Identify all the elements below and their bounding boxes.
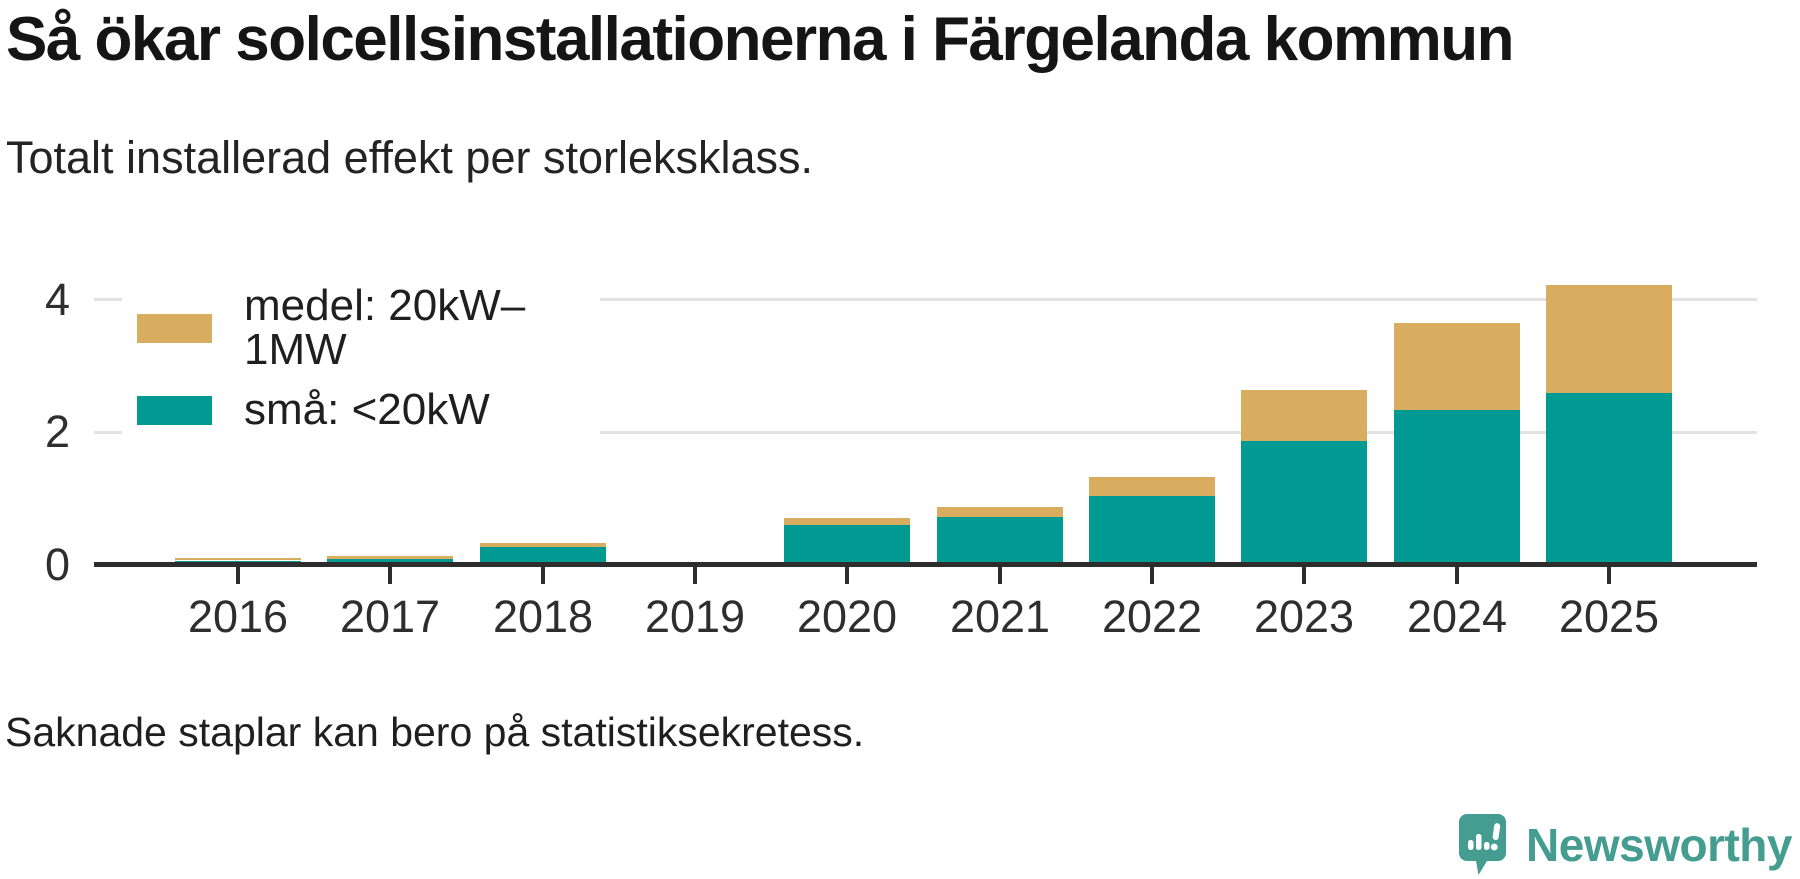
bar-segment-sma-2023	[1241, 441, 1367, 566]
bar-segment-medel-2017	[327, 555, 453, 560]
x-tick-2024	[1455, 567, 1459, 584]
legend-label-medel: medel: 20kW–1MW	[244, 281, 526, 374]
newsworthy-logo-text: Newsworthy	[1526, 818, 1792, 871]
legend-swatch-sma	[137, 395, 212, 425]
bar-segment-medel-2022	[1089, 476, 1215, 497]
bar-segment-sma-2021	[937, 516, 1063, 566]
x-tick-2018	[541, 567, 545, 584]
newsworthy-speech-bubble-bar-chart-icon	[1459, 814, 1507, 875]
bar-segment-medel-2020	[784, 518, 910, 526]
x-tick-label-2018: 2018	[492, 591, 594, 642]
bar-segment-medel-2016	[175, 557, 301, 561]
bar-segment-medel-2024	[1394, 322, 1520, 411]
x-tick-label-2024: 2024	[1406, 591, 1508, 642]
x-tick-2017	[388, 567, 392, 584]
x-tick-2025	[1607, 567, 1611, 584]
y-tick-label-2: 2	[44, 406, 70, 457]
bar-segment-medel-2023	[1241, 390, 1367, 442]
chart-legend: medel: 20kW–1MW små: <20kW	[122, 268, 600, 450]
x-axis-line	[94, 562, 1757, 567]
gridline-y-4	[94, 298, 1757, 301]
bar-segment-sma-2020	[784, 525, 910, 566]
x-tick-label-2017: 2017	[339, 591, 441, 642]
y-tick-label-4: 4	[44, 274, 70, 325]
legend-item-medel: medel: 20kW–1MW	[137, 284, 600, 372]
bar-segment-medel-2021	[937, 506, 1063, 517]
bar-segment-sma-2022	[1089, 496, 1215, 566]
x-tick-label-2019: 2019	[644, 591, 746, 642]
legend-label-sma: små: <20kW	[244, 385, 490, 434]
x-tick-2020	[845, 567, 849, 584]
chart-title: Så ökar solcellsinstallationerna i Färge…	[6, 5, 1514, 74]
x-tick-2016	[236, 567, 240, 584]
footnote: Saknade staplar kan bero på statistiksek…	[5, 709, 865, 755]
x-tick-label-2022: 2022	[1101, 591, 1203, 642]
x-tick-label-2021: 2021	[949, 591, 1051, 642]
bar-segment-medel-2025	[1546, 285, 1672, 393]
newsworthy-logo: Newsworthy	[1459, 814, 1792, 875]
bar-segment-medel-2018	[480, 542, 606, 548]
legend-item-sma: små: <20kW	[137, 388, 600, 432]
x-tick-label-2023: 2023	[1253, 591, 1355, 642]
x-tick-label-2020: 2020	[796, 591, 898, 642]
x-tick-2019	[693, 567, 697, 584]
legend-swatch-medel	[137, 313, 212, 343]
y-tick-label-0: 0	[44, 539, 70, 590]
x-tick-2021	[998, 567, 1002, 584]
bar-segment-sma-2025	[1546, 393, 1672, 566]
bar-segment-sma-2018	[480, 547, 606, 566]
x-tick-2022	[1150, 567, 1154, 584]
bar-segment-sma-2024	[1394, 410, 1520, 566]
x-tick-label-2016: 2016	[187, 591, 289, 642]
gridline-y-2	[94, 431, 1757, 434]
x-tick-2023	[1302, 567, 1306, 584]
chart-subtitle: Totalt installerad effekt per storlekskl…	[6, 132, 814, 183]
x-tick-label-2025: 2025	[1558, 591, 1660, 642]
